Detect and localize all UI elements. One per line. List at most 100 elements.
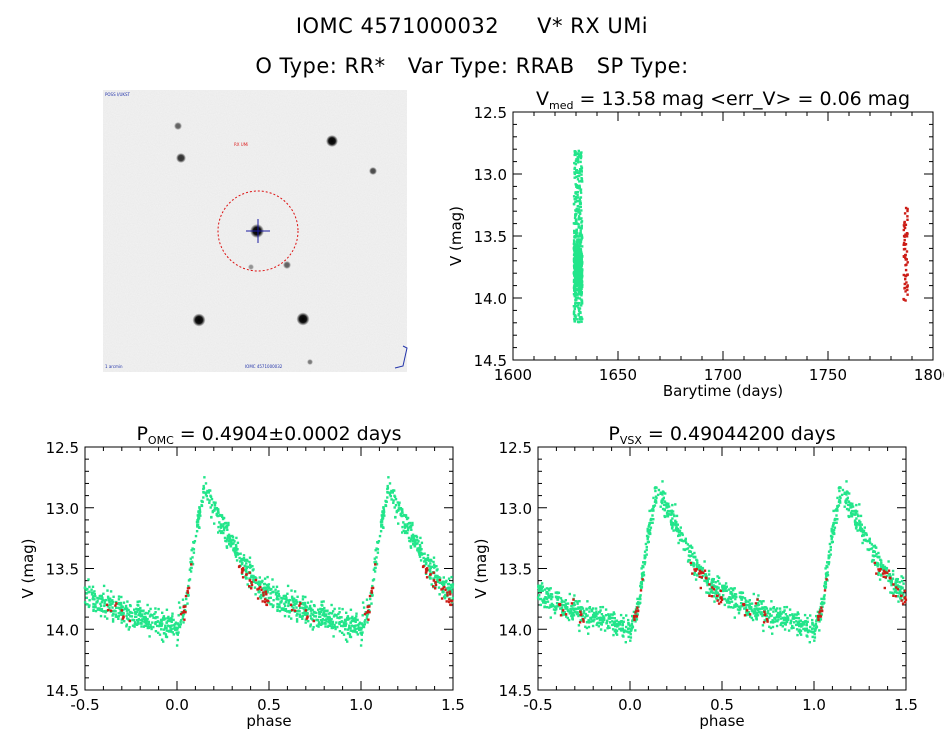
data-point-omc (835, 514, 838, 517)
data-point-omc (670, 523, 673, 526)
data-point-omc (436, 580, 440, 583)
data-point-omc (818, 629, 821, 632)
data-point-omc (317, 621, 321, 624)
data-point-omc (115, 606, 118, 609)
data-point-omc (686, 543, 690, 546)
data-point-omc (446, 582, 450, 586)
data-point-omc (152, 616, 155, 619)
data-point-omc (399, 507, 403, 510)
data-point-omc (428, 577, 432, 580)
data-point-omc (578, 252, 581, 255)
data-point-omc (579, 202, 582, 206)
data-point-vsx (708, 594, 711, 597)
data-point-omc (382, 512, 385, 515)
data-point-omc (573, 307, 576, 311)
y-tick-label: 14.0 (499, 621, 532, 639)
data-point-omc (340, 616, 343, 619)
data-point-omc (605, 621, 608, 624)
data-point-omc (221, 515, 224, 519)
data-point-vsx (762, 621, 766, 624)
data-point-vsx (903, 238, 906, 242)
data-point-vsx (265, 593, 268, 596)
data-point-vsx (312, 619, 315, 623)
data-point-vsx (691, 572, 694, 575)
data-point-omc (215, 507, 219, 510)
data-point-vsx (700, 571, 703, 574)
data-point-omc (292, 597, 295, 600)
data-point-omc (331, 622, 334, 625)
data-point-vsx (699, 586, 702, 590)
data-point-omc (380, 523, 384, 526)
data-point-omc (106, 617, 109, 620)
data-point-omc (572, 246, 576, 249)
data-point-omc (143, 612, 146, 615)
data-point-omc (575, 278, 578, 282)
data-point-omc (214, 508, 217, 511)
data-point-omc (174, 627, 178, 630)
data-point-omc (654, 489, 657, 493)
data-point-omc (576, 156, 579, 159)
data-point-omc (276, 602, 279, 606)
data-point-omc (222, 525, 225, 528)
data-point-omc (724, 586, 727, 590)
data-point-omc (253, 586, 257, 589)
data-point-vsx (906, 218, 909, 221)
data-point-omc (697, 564, 701, 567)
data-point-omc (573, 151, 577, 155)
data-point-omc (278, 595, 281, 598)
data-point-omc (603, 629, 607, 632)
data-point-omc (575, 298, 578, 302)
data-point-vsx (695, 568, 698, 571)
data-point-omc (283, 604, 287, 608)
data-point-omc (578, 292, 581, 295)
data-point-omc (127, 628, 130, 631)
data-point-omc (577, 306, 580, 309)
data-point-omc (575, 250, 579, 253)
data-point-omc (365, 617, 368, 620)
data-points (572, 149, 909, 324)
data-point-omc (310, 612, 313, 615)
data-point-omc (723, 603, 726, 607)
data-point-vsx (182, 609, 186, 613)
data-point-omc (320, 600, 323, 603)
data-point-vsx (248, 579, 252, 582)
data-point-omc (259, 597, 263, 600)
data-point-omc (573, 240, 576, 243)
data-point-omc (573, 244, 576, 247)
data-point-omc (899, 592, 902, 595)
data-point-omc (249, 566, 252, 569)
data-point-omc (426, 554, 430, 557)
data-point-omc (343, 621, 346, 624)
data-point-omc (640, 586, 644, 589)
data-point-omc (784, 617, 788, 621)
data-point-omc (791, 613, 794, 616)
data-point-omc (666, 515, 670, 518)
data-point-omc (576, 275, 579, 278)
data-point-omc (218, 529, 221, 532)
data-point-omc (120, 621, 123, 624)
data-point-omc (823, 594, 826, 597)
data-point-omc (572, 253, 576, 257)
x-tick-label: 0.5 (257, 696, 281, 714)
data-point-omc (774, 608, 777, 611)
data-point-omc (578, 286, 582, 289)
data-point-omc (255, 577, 258, 580)
data-point-omc (855, 517, 858, 520)
data-point-omc (236, 541, 240, 544)
data-point-omc (433, 566, 436, 569)
data-point-omc (145, 620, 148, 623)
data-point-omc (353, 619, 356, 623)
data-point-omc (580, 320, 583, 323)
data-point-omc (579, 160, 582, 164)
data-point-omc (269, 592, 272, 595)
chart-axes: 1600165017001750180012.513.013.514.014.5… (447, 88, 944, 400)
data-point-omc (338, 621, 341, 624)
data-point-omc (812, 627, 815, 630)
data-point-omc (302, 601, 305, 605)
data-point-omc (901, 576, 905, 579)
data-point-omc (405, 515, 408, 519)
data-point-omc (92, 605, 95, 608)
data-point-vsx (438, 578, 442, 582)
data-point-vsx (250, 581, 253, 584)
data-point-omc (574, 221, 578, 224)
